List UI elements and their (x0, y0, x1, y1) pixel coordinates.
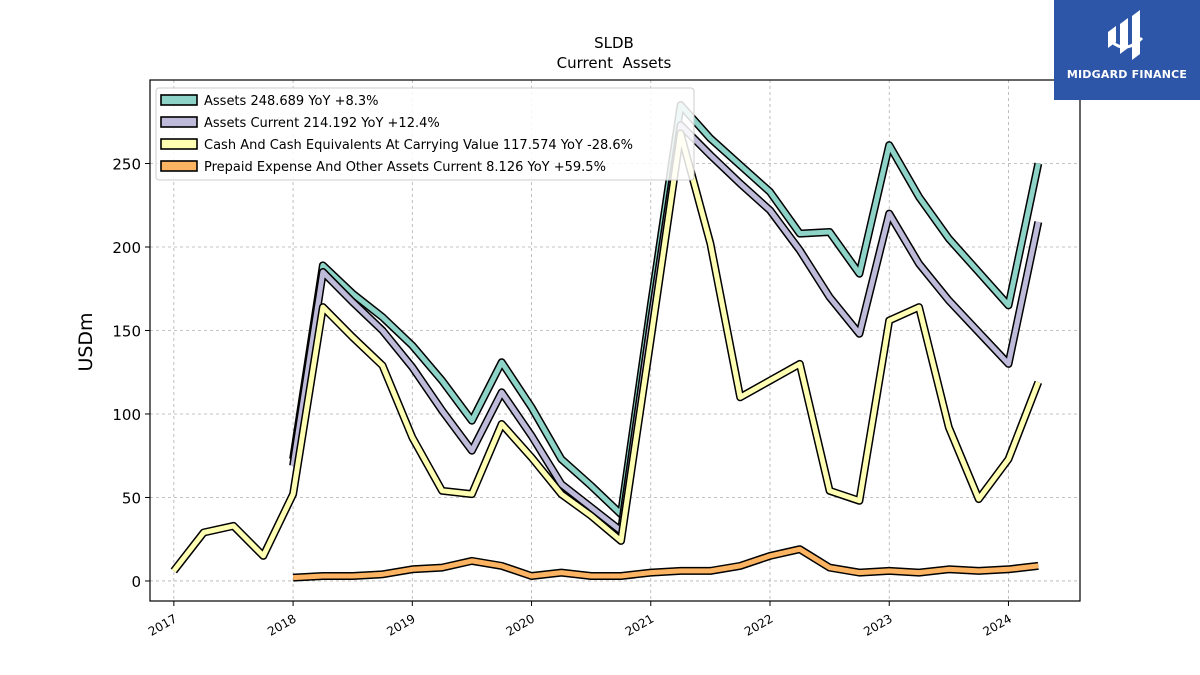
y-tick-label: 0 (131, 573, 141, 591)
plot-frame (149, 79, 1081, 602)
x-tick-label: 2018 (265, 611, 298, 638)
chart-title: SLDB (594, 34, 634, 52)
legend-swatch (160, 138, 198, 150)
brand-name: MIDGARD FINANCE (1066, 68, 1188, 81)
midgard-logo-icon (1108, 10, 1144, 60)
y-axis-label: USDm (75, 312, 97, 371)
x-tick-label: 2024 (981, 611, 1014, 638)
x-tick-label: 2023 (861, 611, 894, 638)
legend-box (155, 87, 695, 181)
y-tick-label: 250 (112, 155, 141, 173)
x-tick-label: 2020 (504, 611, 537, 638)
legend-label: Assets Current 214.192 YoY +12.4% (204, 116, 440, 131)
series-line-3 (292, 546, 1039, 581)
y-tick-label: 150 (112, 322, 141, 340)
series-lines (170, 101, 1043, 582)
x-tick-label: 2017 (146, 611, 179, 638)
x-tick-label: 2021 (623, 611, 656, 638)
x-tick-label: 2022 (742, 611, 775, 638)
legend-swatch (160, 116, 198, 128)
legend-swatch (160, 160, 198, 172)
y-tick-label: 200 (112, 239, 141, 257)
legend-label: Assets 248.689 YoY +8.3% (204, 94, 379, 109)
x-axis: 2017 2018 2019 2020 2021 2022 2023 2024 (146, 601, 1014, 639)
y-tick-label: 50 (122, 489, 141, 507)
y-axis: 0 50 100 150 200 250 (112, 155, 150, 591)
chart-subtitle: Current Assets (557, 54, 672, 72)
legend-swatch (160, 94, 198, 106)
legend: Assets 248.689 YoY +8.3% Assets Current 2… (155, 87, 695, 181)
series-line-2 (171, 130, 1041, 573)
legend-label: Prepaid Expense And Other Assets Current… (204, 160, 606, 175)
y-tick-label: 100 (112, 406, 141, 424)
brand-logo: MIDGARD FINANCE (1054, 0, 1200, 100)
x-tick-label: 2019 (384, 611, 417, 638)
legend-label: Cash And Cash Equivalents At Carrying Va… (204, 138, 633, 153)
